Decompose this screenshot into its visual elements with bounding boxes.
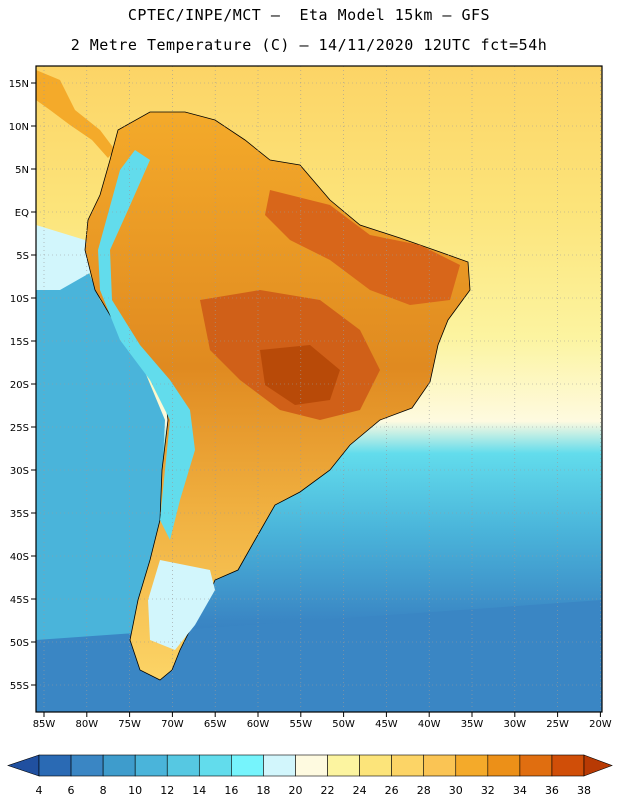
colorbar-tick-label: 26 — [385, 784, 399, 797]
lon-label: 60W — [247, 719, 270, 730]
colorbar-swatch — [327, 754, 360, 777]
colorbar-swatch — [295, 754, 328, 777]
lat-label: 10S — [10, 294, 29, 305]
map-title-line2: 2 Metre Temperature (C) – 14/11/2020 12U… — [70, 36, 548, 54]
lat-label: 35S — [10, 509, 29, 520]
longitude-labels: 85W 80W 75W 70W 65W 60W 55W 50W 45W 40W 35W 30W 25W 2… — [33, 712, 612, 730]
colorbar-tick-label: 4 — [36, 784, 43, 797]
colorbar-swatch — [551, 754, 585, 777]
lat-label: 55S — [10, 681, 29, 692]
lon-label: 50W — [332, 719, 355, 730]
lon-label: 40W — [418, 719, 441, 730]
map-frame — [35, 65, 603, 713]
lon-label: 75W — [118, 719, 141, 730]
colorbar-swatch — [102, 754, 136, 777]
color-legend: 4 6 8 10 12 14 16 18 20 22 24 26 28 30 32 34 36 38 — [7, 754, 613, 797]
map-title-line1: CPTEC/INPE/MCT – Eta Model 15km – GFS — [127, 6, 491, 24]
lon-label: 55W — [289, 719, 312, 730]
colorbar-tick-label: 10 — [128, 784, 142, 797]
lon-label: 65W — [204, 719, 227, 730]
colorbar-swatch — [359, 754, 392, 777]
colorbar-low-arrow — [7, 754, 40, 777]
lon-label: 45W — [375, 719, 398, 730]
lat-label: 20S — [10, 380, 29, 391]
colorbar-swatch — [134, 754, 168, 777]
colorbar-swatch — [519, 754, 553, 777]
andes-cold-strip — [98, 150, 195, 540]
colorbar-tick-label: 38 — [577, 784, 591, 797]
lat-label: 5S — [16, 251, 29, 262]
lat-label: 15S — [10, 337, 29, 348]
lon-label: 80W — [75, 719, 98, 730]
colorbar-tick-label: 24 — [353, 784, 367, 797]
colorbar-tick-label: 30 — [449, 784, 463, 797]
heat-core-amazon — [265, 190, 460, 305]
lat-label: 50S — [10, 638, 29, 649]
map-field — [36, 66, 602, 712]
central-america — [36, 70, 115, 158]
colorbar-swatch — [263, 754, 296, 777]
colorbar-tick-label: 32 — [481, 784, 495, 797]
lat-label: 5N — [15, 165, 29, 176]
colorbar-tick-label: 22 — [321, 784, 335, 797]
colorbar-swatch — [231, 754, 264, 777]
lat-label: EQ — [15, 208, 29, 219]
colorbar-swatch — [198, 754, 232, 777]
patagonia-cool — [148, 560, 215, 650]
lon-label: 25W — [546, 719, 569, 730]
colorbar-swatch — [487, 754, 521, 777]
lat-label: 45S — [10, 595, 29, 606]
lon-label: 20W — [589, 719, 612, 730]
colorbar-tick-label: 28 — [417, 784, 431, 797]
lat-label: 30S — [10, 466, 29, 477]
colorbar-swatch — [166, 754, 200, 777]
heat-core-pantanal — [260, 345, 340, 405]
colorbar-tick-label: 8 — [100, 784, 107, 797]
colorbar-tick-label: 36 — [545, 784, 559, 797]
colorbar-swatch — [423, 754, 457, 777]
colorbar-swatch — [455, 754, 489, 777]
lon-label: 85W — [33, 719, 56, 730]
lat-label: 25S — [10, 423, 29, 434]
pacific-cold-water — [36, 250, 165, 712]
lat-label: 10N — [9, 122, 29, 133]
colorbar-swatch — [391, 754, 425, 777]
lat-label: 15N — [9, 79, 29, 90]
lat-label: 40S — [10, 552, 29, 563]
pacific-mild-water — [36, 225, 95, 290]
colorbar-tick-label: 12 — [160, 784, 174, 797]
lon-label: 35W — [461, 719, 484, 730]
lon-label: 30W — [503, 719, 526, 730]
colorbar-tick-label: 18 — [256, 784, 270, 797]
colorbar-tick-label: 34 — [513, 784, 527, 797]
colorbar-swatch — [38, 754, 72, 777]
colorbar-high-arrow — [583, 754, 613, 777]
colorbar-tick-label: 20 — [288, 784, 302, 797]
colorbar-tick-label: 16 — [224, 784, 238, 797]
colorbar-tick-label: 14 — [192, 784, 206, 797]
latitude-labels: 15N 10N 5N EQ 5S 10S 15S 20S 25S 30S 35S 40S 45S 50S 5… — [9, 79, 36, 692]
lon-label: 70W — [161, 719, 184, 730]
southern-ocean — [36, 600, 602, 712]
colorbar-swatch — [70, 754, 104, 777]
colorbar-tick-label: 6 — [68, 784, 75, 797]
